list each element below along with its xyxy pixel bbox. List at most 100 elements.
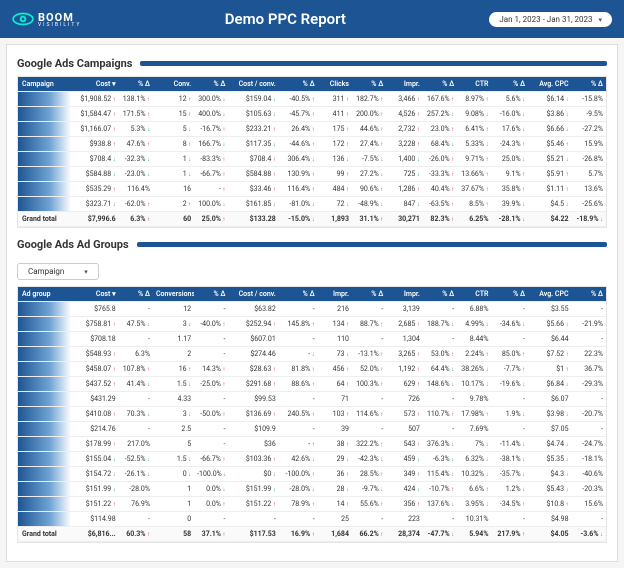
grand-total-row: Grand total$7,996.66.3%6025.0%$133.28-15…	[18, 212, 606, 227]
table-cell: -25.6%	[572, 197, 606, 212]
table-cell: -18.9%	[572, 212, 606, 227]
table-cell: 3,466	[386, 92, 423, 107]
table-cell	[18, 377, 71, 392]
table-cell	[18, 302, 71, 317]
column-header[interactable]: % Δ	[119, 77, 153, 92]
column-header[interactable]: % Δ	[423, 77, 457, 92]
column-header[interactable]: Campaign	[18, 77, 71, 92]
table-cell: 543	[386, 437, 423, 452]
column-header[interactable]: Cost ▾	[71, 77, 119, 92]
section-adgroups-title: Google Ads Ad Groups	[17, 238, 607, 251]
column-header[interactable]: Conv.	[153, 77, 194, 92]
column-header[interactable]: Impr.	[318, 287, 352, 302]
column-header[interactable]: % Δ	[194, 77, 228, 92]
table-cell: 1,400	[386, 152, 423, 167]
table-cell: 3.95%	[457, 497, 491, 512]
column-header[interactable]: % Δ	[572, 287, 606, 302]
table-cell: $584.88	[228, 167, 278, 182]
table-cell: $6.07	[528, 392, 571, 407]
table-cell	[18, 182, 71, 197]
table-cell: $1,908.52	[71, 92, 119, 107]
table-cell: -	[279, 347, 318, 362]
table-cell: 39	[318, 422, 352, 437]
table-cell: 25.0%	[194, 212, 228, 227]
table-cell: 9.71%	[457, 152, 491, 167]
table-cell: -40.0%	[194, 317, 228, 332]
column-header[interactable]: CTR	[457, 287, 491, 302]
column-header[interactable]: % Δ	[423, 287, 457, 302]
column-header[interactable]: % Δ	[352, 287, 386, 302]
table-cell: -15.0%	[279, 212, 318, 227]
table-cell: 103	[318, 407, 352, 422]
table-cell: $5.43	[528, 482, 571, 497]
table-cell: -9.7%	[352, 482, 386, 497]
table-cell: 8	[153, 137, 194, 152]
table-cell: -81.0%	[279, 197, 318, 212]
column-header[interactable]: Conversions	[153, 287, 194, 302]
table-cell: -	[352, 332, 386, 347]
table-cell: -	[492, 512, 529, 527]
table-cell: $6.14	[528, 92, 571, 107]
table-cell: -52.5%	[119, 452, 153, 467]
table-cell: 6.25%	[457, 212, 491, 227]
table-cell: 3	[153, 317, 194, 332]
table-cell: -28.0%	[119, 482, 153, 497]
table-cell: $155.04	[71, 452, 119, 467]
campaign-dropdown[interactable]: Campaign	[17, 263, 99, 280]
table-cell: -	[279, 392, 318, 407]
table-cell: 8.5%	[457, 197, 491, 212]
table-cell: 13.6%	[572, 182, 606, 197]
table-cell: 2	[153, 197, 194, 212]
table-cell	[18, 167, 71, 182]
column-header[interactable]: Cost / conv.	[228, 77, 278, 92]
column-header[interactable]: % Δ	[572, 77, 606, 92]
table-cell	[18, 467, 71, 482]
table-cell: -	[194, 437, 228, 452]
column-header[interactable]: Impr.	[386, 77, 423, 92]
column-header[interactable]: % Δ	[352, 77, 386, 92]
column-header[interactable]: % Δ	[119, 287, 153, 302]
header: BOOM VISIBILITY Demo PPC Report Jan 1, 2…	[0, 0, 624, 38]
table-cell: -	[279, 512, 318, 527]
table-cell: 30,271	[386, 212, 423, 227]
table-cell	[18, 437, 71, 452]
table-cell: 134	[318, 317, 352, 332]
table-cell: -6.3%	[423, 452, 457, 467]
table-cell: 1	[153, 152, 194, 167]
column-header[interactable]: % Δ	[279, 287, 318, 302]
page-title: Demo PPC Report	[81, 10, 489, 28]
date-range-picker[interactable]: Jan 1, 2023 - Jan 31, 2023	[489, 12, 612, 27]
table-cell: 6.3%	[119, 212, 153, 227]
table-cell: -	[423, 392, 457, 407]
table-cell: 300.0%	[194, 92, 228, 107]
column-header[interactable]: Cost / conv.	[228, 287, 278, 302]
column-header[interactable]: Ad group	[18, 287, 71, 302]
table-cell: 2.24%	[457, 347, 491, 362]
table-cell: -	[423, 332, 457, 347]
table-cell: -	[572, 512, 606, 527]
table-row: $114.98-0---25-223-10.31%-$4.98-	[18, 512, 606, 527]
table-cell: $10.8	[528, 497, 571, 512]
table-cell: 573	[386, 407, 423, 422]
table-cell: 26.4%	[279, 122, 318, 137]
column-header[interactable]: Avg. CPC	[528, 77, 571, 92]
table-cell: 28.5%	[352, 467, 386, 482]
column-header[interactable]: % Δ	[194, 287, 228, 302]
column-header[interactable]: CTR	[457, 77, 491, 92]
column-header[interactable]: Avg. CPC	[528, 287, 571, 302]
column-header[interactable]: % Δ	[492, 287, 529, 302]
table-cell: -	[492, 392, 529, 407]
table-cell: -	[352, 302, 386, 317]
column-header[interactable]: Impr.	[386, 287, 423, 302]
table-cell: 322.2%	[352, 437, 386, 452]
column-header[interactable]: % Δ	[492, 77, 529, 92]
table-row: $708.4-32.3%1-83.3%$708.4306.4%136-7.5%1…	[18, 152, 606, 167]
table-cell: 38.26%	[457, 362, 491, 377]
column-header[interactable]: % Δ	[279, 77, 318, 92]
column-header[interactable]: Clicks	[318, 77, 352, 92]
table-cell: -	[423, 422, 457, 437]
table-cell: 40.4%	[423, 182, 457, 197]
table-cell: 1.5	[153, 377, 194, 392]
column-header[interactable]: Cost ▾	[71, 287, 119, 302]
table-cell: 12	[153, 302, 194, 317]
